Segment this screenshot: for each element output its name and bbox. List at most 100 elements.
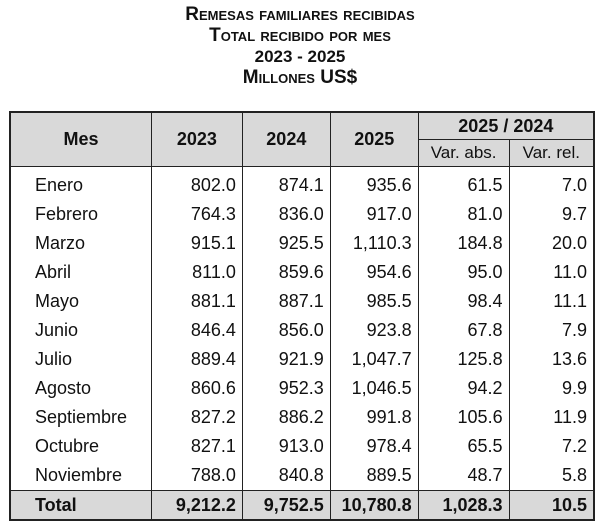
total-row: Total 9,212.2 9,752.5 10,780.8 1,028.3 1… — [9, 490, 595, 521]
cell-mes: Mayo — [9, 287, 152, 316]
total-2025: 10,780.8 — [329, 490, 419, 521]
cell-var-abs: 95.0 — [417, 258, 510, 287]
cell-2025: 954.6 — [329, 258, 419, 287]
header-2024: 2024 — [241, 111, 331, 167]
cell-2025: 1,046.5 — [329, 374, 419, 403]
cell-mes: Abril — [9, 258, 152, 287]
cell-var-rel: 9.9 — [508, 374, 595, 403]
table-row: Noviembre 788.0 840.8 889.5 48.7 5.8 — [9, 461, 595, 491]
cell-2025: 985.5 — [329, 287, 419, 316]
cell-2024: 913.0 — [241, 432, 331, 461]
cell-2024: 952.3 — [241, 374, 331, 403]
header-2023: 2023 — [150, 111, 243, 167]
report-header: Remesas familiares recibidas Total recib… — [0, 4, 600, 88]
cell-2024: 840.8 — [241, 461, 331, 491]
cell-2025: 978.4 — [329, 432, 419, 461]
cell-var-abs: 65.5 — [417, 432, 510, 461]
header-mes: Mes — [9, 111, 152, 167]
cell-var-rel: 11.9 — [508, 403, 595, 432]
cell-var-rel: 20.0 — [508, 229, 595, 258]
cell-var-abs: 125.8 — [417, 345, 510, 374]
cell-var-abs: 98.4 — [417, 287, 510, 316]
cell-var-rel: 7.0 — [508, 166, 595, 200]
total-var-abs: 1,028.3 — [417, 490, 510, 521]
cell-2023: 811.0 — [150, 258, 243, 287]
cell-2024: 887.1 — [241, 287, 331, 316]
report-subtitle: Total recibido por mes — [209, 25, 391, 46]
cell-2024: 921.9 — [241, 345, 331, 374]
cell-2025: 917.0 — [329, 200, 419, 229]
cell-var-rel: 9.7 — [508, 200, 595, 229]
cell-mes: Marzo — [9, 229, 152, 258]
cell-mes: Julio — [9, 345, 152, 374]
header-2025: 2025 — [329, 111, 419, 167]
cell-var-rel: 5.8 — [508, 461, 595, 491]
header-var-abs: Var. abs. — [417, 139, 510, 167]
cell-2023: 889.4 — [150, 345, 243, 374]
cell-2024: 886.2 — [241, 403, 331, 432]
total-label: Total — [9, 490, 152, 521]
cell-2024: 874.1 — [241, 166, 331, 200]
cell-2023: 764.3 — [150, 200, 243, 229]
cell-2025: 935.6 — [329, 166, 419, 200]
total-2024: 9,752.5 — [241, 490, 331, 521]
cell-var-abs: 105.6 — [417, 403, 510, 432]
remittances-table: Mes 2023 2024 2025 2025 / 2024 Var. abs.… — [9, 111, 595, 521]
cell-2024: 836.0 — [241, 200, 331, 229]
table-row: Enero 802.0 874.1 935.6 61.5 7.0 — [9, 166, 595, 200]
cell-var-abs: 184.8 — [417, 229, 510, 258]
cell-2023: 802.0 — [150, 166, 243, 200]
cell-mes: Febrero — [9, 200, 152, 229]
cell-var-abs: 67.8 — [417, 316, 510, 345]
cell-mes: Agosto — [9, 374, 152, 403]
table-row: Marzo 915.1 925.5 1,110.3 184.8 20.0 — [9, 229, 595, 258]
cell-mes: Octubre — [9, 432, 152, 461]
cell-mes: Enero — [9, 166, 152, 200]
cell-2025: 889.5 — [329, 461, 419, 491]
header-group-2025-2024: 2025 / 2024 — [417, 111, 595, 140]
cell-mes: Noviembre — [9, 461, 152, 491]
cell-mes: Junio — [9, 316, 152, 345]
cell-var-rel: 13.6 — [508, 345, 595, 374]
report-title: Remesas familiares recibidas — [185, 4, 415, 25]
table-row: Septiembre 827.2 886.2 991.8 105.6 11.9 — [9, 403, 595, 432]
table-row: Abril 811.0 859.6 954.6 95.0 11.0 — [9, 258, 595, 287]
table-footer: Total 9,212.2 9,752.5 10,780.8 1,028.3 1… — [9, 490, 595, 521]
report-period: 2023 - 2025 — [254, 47, 346, 66]
remittances-table-container: Mes 2023 2024 2025 2025 / 2024 Var. abs.… — [9, 111, 595, 521]
report-units: Millones US$ — [242, 67, 358, 88]
cell-2025: 923.8 — [329, 316, 419, 345]
cell-var-abs: 81.0 — [417, 200, 510, 229]
table-body: Enero 802.0 874.1 935.6 61.5 7.0 Febrero 764.3 8… — [9, 166, 595, 491]
table-header: Mes 2023 2024 2025 2025 / 2024 Var. abs.… — [9, 111, 595, 167]
cell-var-rel: 11.1 — [508, 287, 595, 316]
cell-2023: 846.4 — [150, 316, 243, 345]
cell-2023: 788.0 — [150, 461, 243, 491]
table-row: Mayo 881.1 887.1 985.5 98.4 11.1 — [9, 287, 595, 316]
cell-2025: 1,047.7 — [329, 345, 419, 374]
header-var-rel: Var. rel. — [508, 139, 595, 167]
cell-2025: 991.8 — [329, 403, 419, 432]
cell-2023: 860.6 — [150, 374, 243, 403]
cell-var-rel: 11.0 — [508, 258, 595, 287]
table-row: Agosto 860.6 952.3 1,046.5 94.2 9.9 — [9, 374, 595, 403]
cell-2024: 856.0 — [241, 316, 331, 345]
cell-2024: 859.6 — [241, 258, 331, 287]
cell-2023: 827.2 — [150, 403, 243, 432]
table-row: Febrero 764.3 836.0 917.0 81.0 9.7 — [9, 200, 595, 229]
table-row: Julio 889.4 921.9 1,047.7 125.8 13.6 — [9, 345, 595, 374]
total-2023: 9,212.2 — [150, 490, 243, 521]
cell-var-abs: 48.7 — [417, 461, 510, 491]
total-var-rel: 10.5 — [508, 490, 595, 521]
cell-2023: 827.1 — [150, 432, 243, 461]
cell-2024: 925.5 — [241, 229, 331, 258]
cell-2023: 915.1 — [150, 229, 243, 258]
cell-var-rel: 7.2 — [508, 432, 595, 461]
table-row: Octubre 827.1 913.0 978.4 65.5 7.2 — [9, 432, 595, 461]
cell-2025: 1,110.3 — [329, 229, 419, 258]
table-row: Junio 846.4 856.0 923.8 67.8 7.9 — [9, 316, 595, 345]
cell-2023: 881.1 — [150, 287, 243, 316]
cell-var-abs: 94.2 — [417, 374, 510, 403]
cell-mes: Septiembre — [9, 403, 152, 432]
cell-var-rel: 7.9 — [508, 316, 595, 345]
